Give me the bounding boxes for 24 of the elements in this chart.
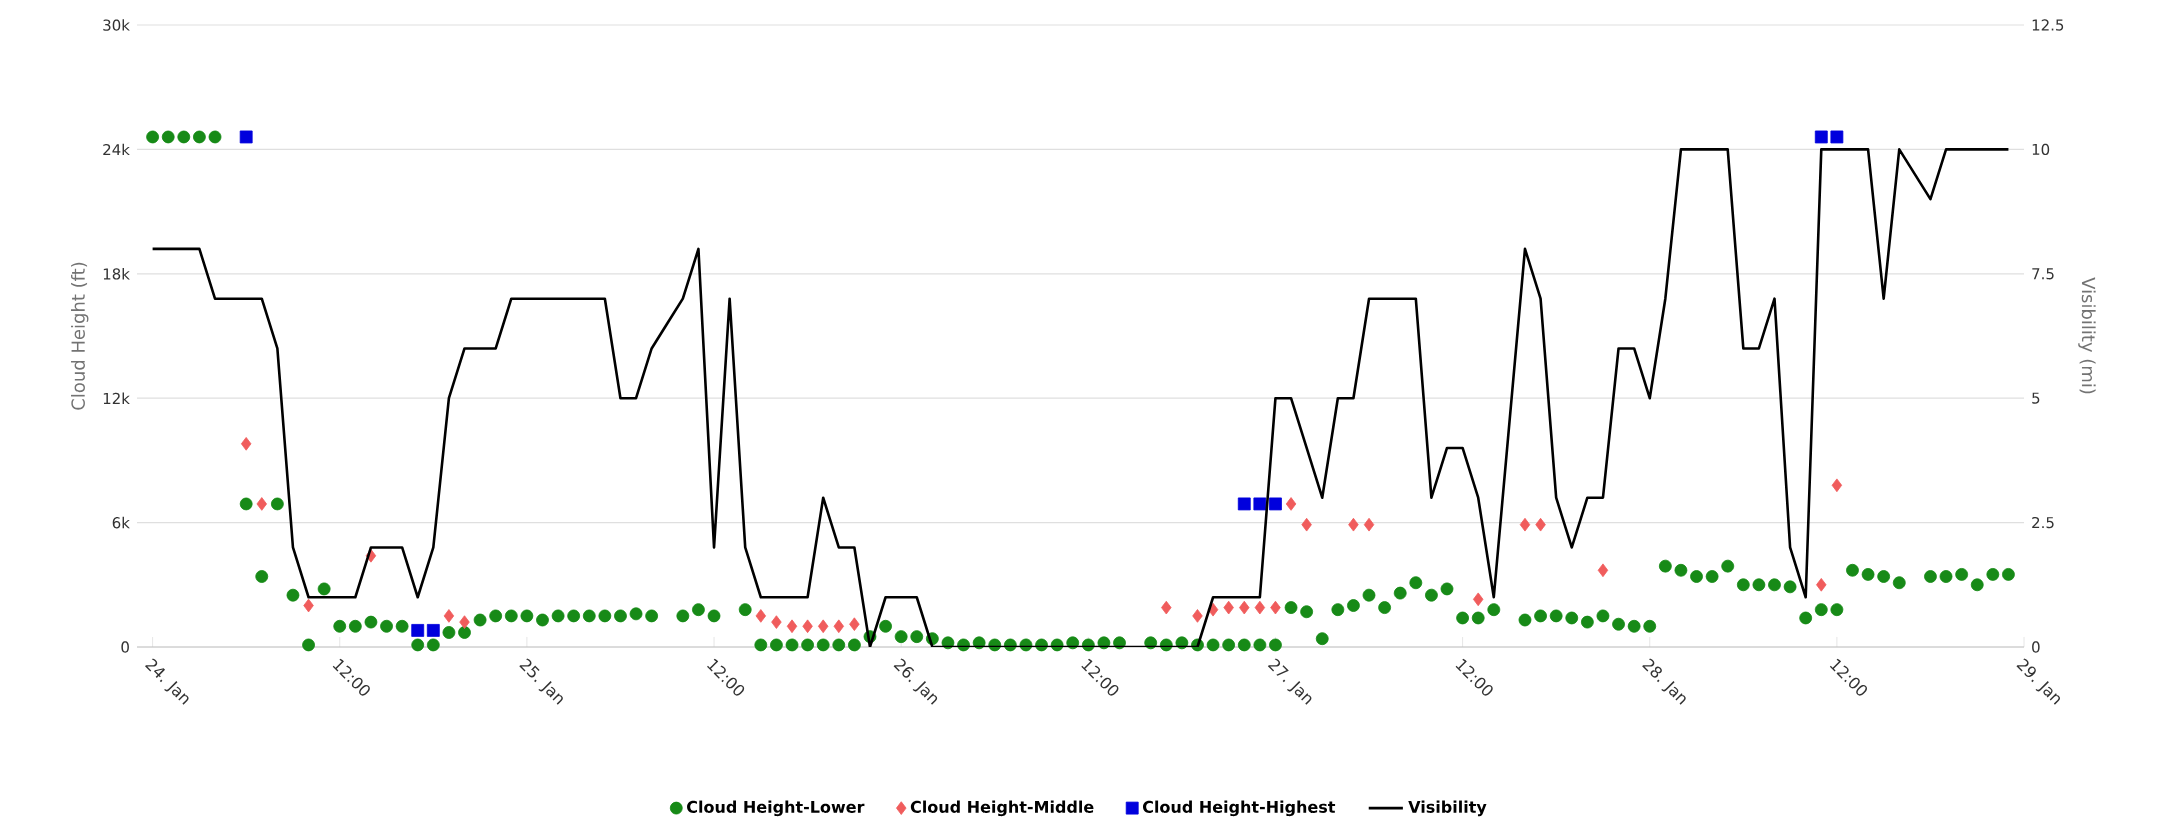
y-tick-label: 18k	[103, 268, 130, 280]
y2-tick-label: 0	[2032, 641, 2040, 653]
legend-label: Visibility	[1408, 800, 1487, 817]
x-tick-label: 27. Jan	[1267, 658, 1312, 705]
legend-label: Cloud Height-Middle	[910, 800, 1094, 817]
y-axis-title: Cloud Height (ft)	[71, 262, 89, 410]
y-tick-label: 0	[121, 641, 129, 653]
y2-tick-label: 7.5	[2032, 268, 2054, 280]
y-tick-label: 30k	[103, 19, 130, 31]
legend-label: Cloud Height-Lower	[687, 800, 865, 817]
x-tick-label: 28. Jan	[1642, 658, 1686, 705]
y2-tick-label: 12.5	[2032, 19, 2064, 31]
y-tick-label: 12k	[103, 392, 130, 404]
x-tick-label: 25. Jan	[519, 658, 563, 705]
y2-tick-label: 10	[2032, 143, 2050, 156]
y2-axis-title: Visibility (mi)	[2078, 277, 2096, 394]
x-tick-label: 24. Jan	[145, 658, 189, 705]
x-tick-label: 26. Jan	[893, 658, 938, 705]
x-tick-label: 29. Jan	[2016, 658, 2061, 705]
y2-tick-label: 2.5	[2032, 516, 2054, 529]
y2-tick-label: 5	[2032, 392, 2040, 404]
legend-label: Cloud Height-Highest	[1142, 800, 1336, 817]
y-tick-label: 6k	[112, 516, 130, 529]
y-tick-label: 24k	[103, 143, 130, 156]
